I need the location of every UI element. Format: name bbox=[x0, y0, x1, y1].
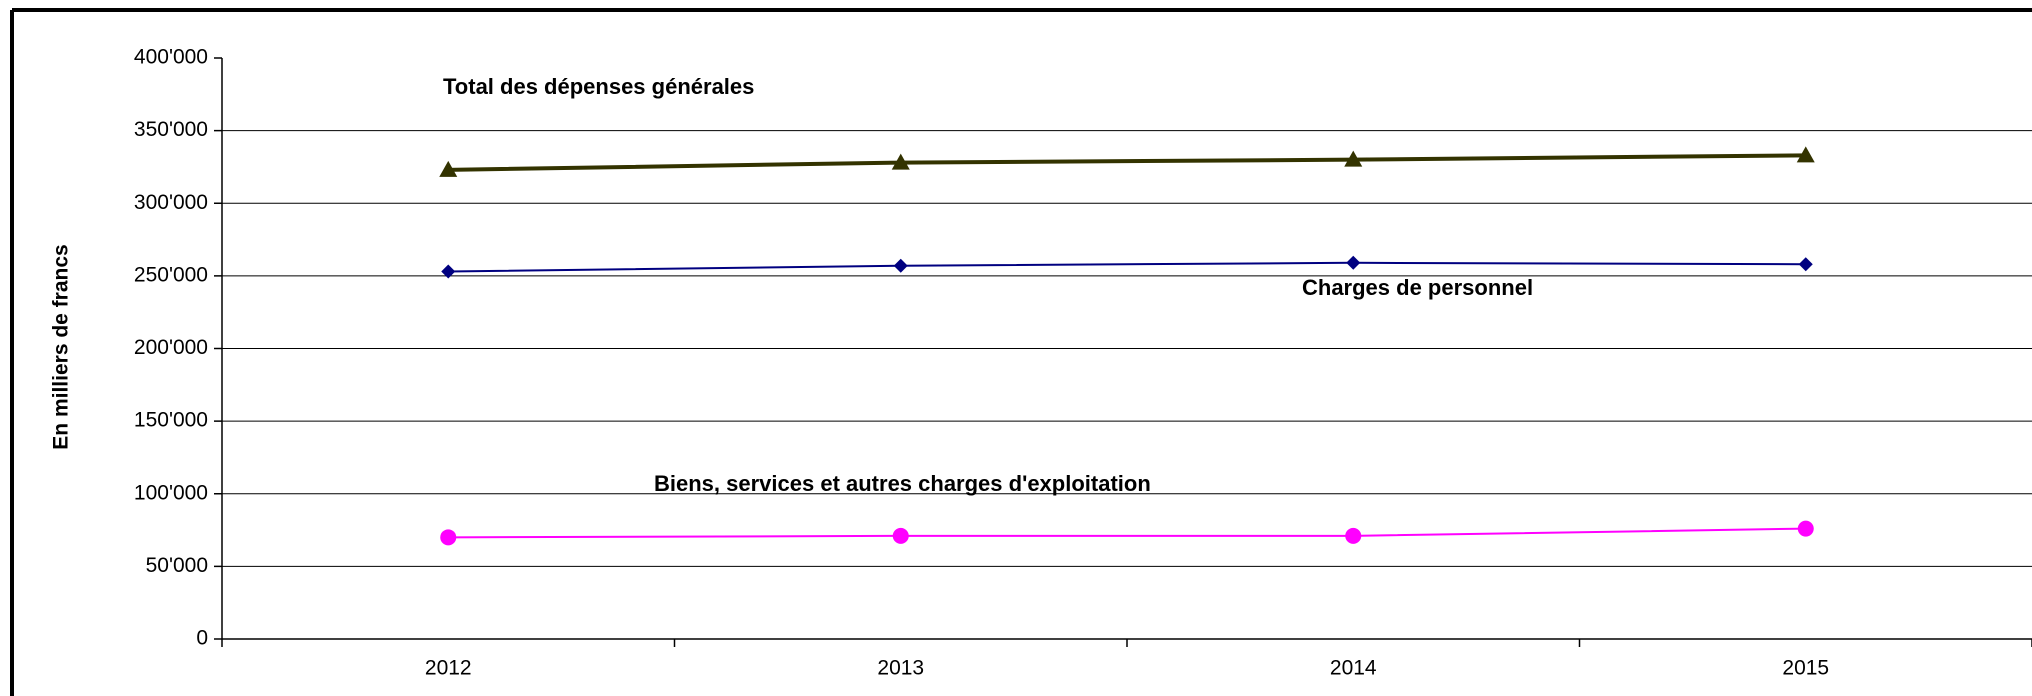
marker-diamond bbox=[893, 258, 908, 273]
x-tick-label: 2012 bbox=[425, 657, 472, 680]
series-label: Charges de personnel bbox=[1302, 275, 1533, 300]
marker-diamond bbox=[1346, 255, 1361, 270]
x-tick-label: 2013 bbox=[877, 657, 924, 680]
series-line bbox=[448, 261, 1806, 273]
series-label: Total des dépenses générales bbox=[443, 74, 754, 99]
y-tick-label: 50'000 bbox=[146, 554, 208, 577]
x-tick-label: 2014 bbox=[1330, 657, 1377, 680]
series-line bbox=[448, 153, 1806, 172]
marker-diamond bbox=[1798, 257, 1813, 272]
y-tick-label: 200'000 bbox=[134, 336, 208, 359]
y-tick-label: 150'000 bbox=[134, 409, 208, 432]
marker-circle bbox=[892, 527, 909, 544]
marker-circle bbox=[1797, 520, 1814, 537]
marker-triangle bbox=[439, 160, 458, 177]
y-axis-label: En milliers de francs bbox=[50, 244, 73, 449]
series-line bbox=[448, 527, 1806, 539]
series-label: Biens, services et autres charges d'expl… bbox=[654, 471, 1151, 496]
y-tick-label: 100'000 bbox=[134, 481, 208, 504]
y-tick-label: 400'000 bbox=[134, 46, 208, 69]
y-tick-label: 350'000 bbox=[134, 118, 208, 141]
marker-circle bbox=[1345, 527, 1362, 544]
marker-circle bbox=[440, 529, 457, 546]
x-tick-label: 2015 bbox=[1782, 657, 1829, 680]
y-tick-label: 250'000 bbox=[134, 263, 208, 286]
marker-triangle bbox=[891, 153, 910, 170]
marker-triangle bbox=[1796, 146, 1815, 163]
marker-diamond bbox=[441, 264, 456, 279]
y-tick-label: 0 bbox=[196, 627, 208, 650]
y-tick-label: 300'000 bbox=[134, 191, 208, 214]
marker-triangle bbox=[1344, 150, 1363, 167]
